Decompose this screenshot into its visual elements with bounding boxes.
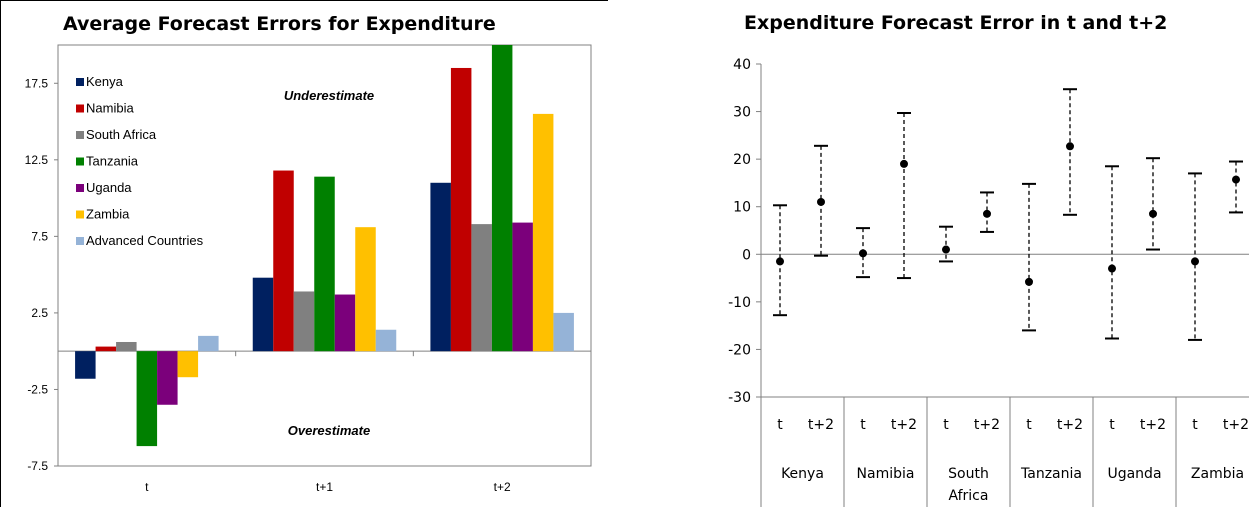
bar-uganda — [512, 222, 533, 352]
plot-area — [57, 44, 592, 467]
x-sub-label: t+2 — [1057, 417, 1083, 433]
right-chart-panel: Expenditure Forecast Error in t and t+2 … — [626, 0, 1249, 507]
bar-south-africa — [116, 341, 137, 352]
y-tick-label: 2.5 — [31, 306, 48, 320]
y-tick-label: 20 — [733, 152, 751, 168]
mean-point — [776, 257, 784, 266]
group-label: Zambia — [1191, 466, 1244, 482]
mean-point — [817, 197, 825, 206]
legend-swatch — [76, 237, 84, 245]
bar-uganda — [334, 294, 356, 352]
bar-tanzania — [314, 176, 335, 352]
y-tick-label: 17.5 — [25, 76, 49, 90]
left-chart-panel: Average Forecast Errors for Expenditure … — [0, 0, 608, 507]
x-sub-label: t+2 — [808, 417, 834, 433]
y-tick-label: -7.5 — [27, 459, 48, 473]
legend-label: Advanced Countries — [86, 233, 204, 248]
legend-swatch — [76, 210, 84, 219]
bar-kenya — [430, 182, 451, 352]
bar-advanced-countries — [198, 335, 219, 352]
bar-south-africa — [471, 224, 492, 352]
mean-point — [900, 159, 908, 168]
legend-label: South Africa — [86, 127, 157, 142]
bar-uganda — [157, 351, 178, 405]
x-sub-label: t+2 — [891, 417, 917, 433]
x-sub-label: t — [1192, 417, 1198, 433]
mean-point — [1108, 264, 1116, 273]
bar-advanced-countries — [375, 329, 397, 352]
mean-point — [1232, 175, 1240, 184]
bar-tanzania — [136, 351, 158, 447]
bar-kenya — [252, 277, 274, 352]
legend-label: Kenya — [86, 74, 124, 89]
x-sub-label: t — [1109, 417, 1115, 433]
mean-point — [942, 245, 950, 254]
group-label: Kenya — [781, 466, 824, 482]
y-tick-label: 12.5 — [25, 153, 49, 167]
x-sub-label: t — [777, 417, 783, 433]
group-label: South — [948, 466, 989, 482]
y-tick-label: 7.5 — [31, 229, 48, 243]
bar-zambia — [177, 351, 199, 378]
mean-point — [859, 249, 867, 258]
legend-label: Uganda — [86, 180, 132, 195]
left-bar-chart: 17.5 12.5 7.5 2.5 -2.5 -7.5 t t+1 t+2 Underestima… — [25, 44, 592, 494]
mean-point — [1149, 209, 1157, 218]
x-sub-label: t — [943, 417, 949, 433]
y-tick-label: 30 — [733, 105, 751, 121]
mean-point — [1025, 277, 1033, 286]
group-label: Uganda — [1107, 466, 1161, 482]
y-tick-label: 40 — [733, 57, 751, 73]
legend-label: Zambia — [86, 207, 130, 222]
bar-namibia — [450, 67, 472, 352]
legend-label: Namibia — [86, 101, 134, 116]
legend-swatch — [76, 157, 84, 166]
y-tick-label: 0 — [742, 247, 751, 263]
legend-swatch — [76, 78, 84, 86]
left-chart-title: Average Forecast Errors for Expenditure — [63, 13, 496, 35]
y-tick-label: -30 — [728, 390, 751, 406]
annotation-underestimate: Underestimate — [284, 88, 374, 103]
right-errorbar-chart: 40 30 20 10 0 -10 -20 -30 t t+2 Kenya t t+2 Namibia t t… — [728, 57, 1249, 507]
x-sub-label: t — [860, 417, 866, 433]
x-sub-label: t+2 — [1140, 417, 1166, 433]
bar-namibia — [273, 170, 294, 352]
x-category-label: t+2 — [494, 480, 511, 494]
legend-swatch — [76, 131, 84, 139]
group-label: Africa — [949, 488, 989, 504]
x-category-label: t — [145, 480, 149, 494]
x-sub-label: t — [1026, 417, 1032, 433]
mean-point — [983, 209, 991, 218]
annotation-overestimate: Overestimate — [288, 423, 370, 438]
bar-zambia — [532, 113, 554, 352]
bar-tanzania — [491, 45, 513, 352]
bar-kenya — [75, 351, 96, 379]
bar-south-africa — [293, 291, 315, 352]
y-tick-label: -20 — [728, 342, 751, 358]
mean-point — [1191, 257, 1199, 266]
mean-point — [1066, 142, 1074, 151]
bar-namibia — [95, 346, 117, 352]
bar-advanced-countries — [553, 312, 574, 352]
legend-swatch — [76, 184, 84, 192]
x-sub-label: t+2 — [974, 417, 1000, 433]
x-category-label: t+1 — [316, 480, 333, 494]
group-label: Namibia — [857, 466, 915, 482]
legend-swatch — [76, 104, 84, 113]
bar-zambia — [355, 227, 376, 352]
y-tick-label: -10 — [728, 295, 751, 311]
y-tick-label: -2.5 — [27, 382, 48, 396]
group-label: Tanzania — [1020, 466, 1082, 482]
y-tick-label: 10 — [733, 200, 751, 216]
legend-label: Tanzania — [86, 154, 139, 169]
x-sub-label: t+2 — [1223, 417, 1249, 433]
right-chart-title: Expenditure Forecast Error in t and t+2 — [744, 12, 1168, 34]
